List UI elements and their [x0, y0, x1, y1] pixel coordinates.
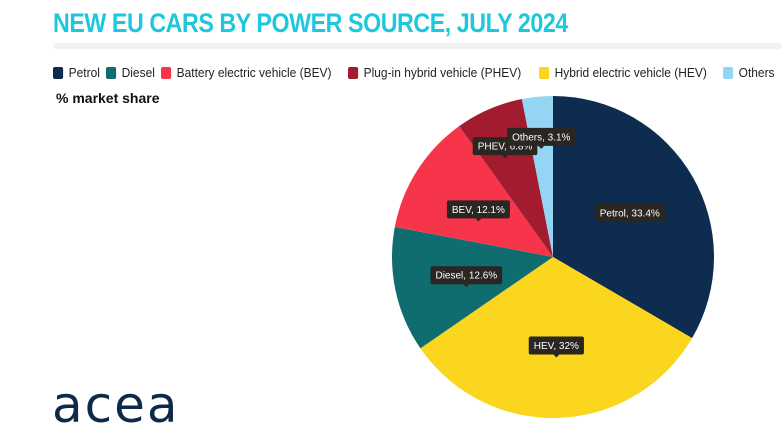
legend-item[interactable]: Battery electric vehicle (BEV) — [161, 65, 332, 80]
svg-text:HEV, 32%: HEV, 32% — [534, 341, 579, 352]
legend: Petrol Diesel Battery electric vehicle (BE… — [53, 65, 775, 80]
legend-label: Battery electric vehicle (BEV) — [176, 65, 332, 80]
slice-bev[interactable] — [394, 126, 553, 257]
svg-text:Petrol, 33.4%: Petrol, 33.4% — [600, 208, 660, 219]
svg-text:Diesel, 12.6%: Diesel, 12.6% — [435, 271, 497, 282]
legend-item[interactable]: Hybrid electric vehicle (HEV) — [538, 65, 707, 80]
legend-swatch — [723, 66, 734, 79]
legend-swatch — [53, 66, 64, 79]
chart-title: NEW EU CARS BY POWER SOURCE, JULY 2024 — [53, 8, 568, 38]
slice-diesel[interactable] — [392, 226, 553, 349]
legend-item[interactable]: Others — [723, 65, 775, 80]
acea-logo: acea — [52, 376, 180, 434]
svg-text:BEV, 12.1%: BEV, 12.1% — [452, 205, 505, 216]
legend-item[interactable]: Plug-in hybrid vehicle (PHEV) — [348, 65, 522, 80]
legend-swatch — [538, 66, 549, 79]
legend-item[interactable]: Diesel — [105, 65, 155, 80]
data-label: HEV, 32% — [528, 336, 584, 358]
svg-text:PHEV, 6.8%: PHEV, 6.8% — [478, 142, 533, 153]
legend-label: Others — [738, 65, 775, 80]
chart-subtitle: % market share — [56, 90, 160, 106]
legend-swatch — [105, 66, 117, 79]
legend-item[interactable]: Petrol — [53, 65, 100, 80]
data-label: Others, 3.1% — [507, 127, 576, 149]
legend-label: Petrol — [68, 65, 100, 80]
data-label: BEV, 12.1% — [446, 200, 510, 222]
title-divider — [53, 43, 782, 49]
legend-label: Plug-in hybrid vehicle (PHEV) — [364, 65, 522, 80]
svg-text:Others, 3.1%: Others, 3.1% — [512, 132, 570, 143]
legend-swatch — [161, 66, 172, 79]
legend-swatch — [348, 66, 359, 79]
data-label: Diesel, 12.6% — [430, 266, 503, 288]
legend-label: Diesel — [121, 65, 155, 80]
legend-label: Hybrid electric vehicle (HEV) — [554, 65, 707, 80]
data-label: Petrol, 33.4% — [594, 203, 665, 225]
